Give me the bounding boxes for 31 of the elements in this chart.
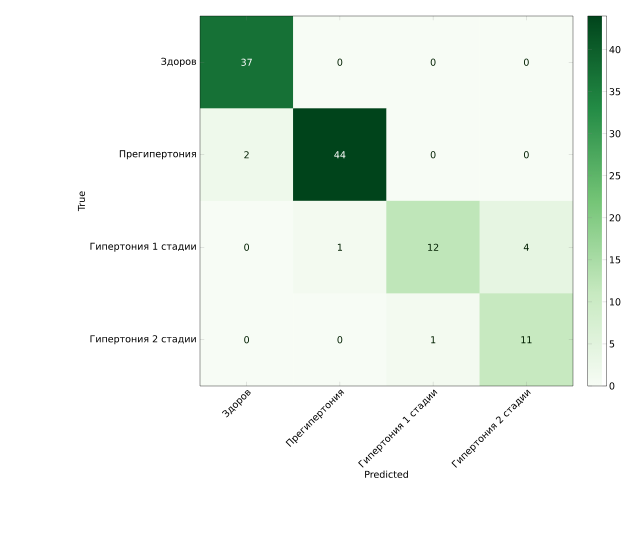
data-label: 0 (524, 58, 529, 66)
data-label: 11 (521, 336, 532, 344)
data-label: 0 (430, 58, 436, 66)
data-label: 44 (334, 151, 346, 158)
data-label: 0 (337, 58, 342, 66)
color-bar-label: 40 (609, 46, 620, 54)
color-bar-label: 15 (610, 256, 620, 264)
data-label: 0 (244, 336, 250, 344)
color-bar-label: 35 (610, 88, 620, 96)
data-label: 1 (431, 336, 436, 344)
data-label: 37 (241, 58, 252, 66)
x-axis-title: Predicted (365, 470, 408, 478)
data-label: 12 (428, 244, 438, 251)
color-bar-label: 30 (610, 130, 620, 138)
color-bar-label: 0 (610, 382, 614, 390)
y-tick-label: Прегипертония (120, 150, 196, 160)
y-tick-label: Здоров (161, 58, 196, 67)
data-label: 4 (524, 244, 529, 251)
color-bar-label: 10 (610, 298, 620, 306)
y-tick-label: Гипертония 2 стадии (90, 335, 196, 344)
y-tick-label: Гипертония 1 стадии (90, 242, 196, 252)
data-label: 0 (524, 151, 529, 158)
color-bar-label: 5 (610, 340, 614, 348)
data-label: 0 (430, 151, 436, 158)
color-bar-label: 20 (610, 214, 620, 222)
color-bar-label: 25 (610, 172, 620, 180)
data-label: 1 (338, 244, 342, 251)
data-label: 0 (244, 244, 250, 251)
data-label: 2 (244, 151, 249, 158)
y-axis-title: True (78, 191, 86, 212)
data-label: 0 (337, 336, 342, 344)
